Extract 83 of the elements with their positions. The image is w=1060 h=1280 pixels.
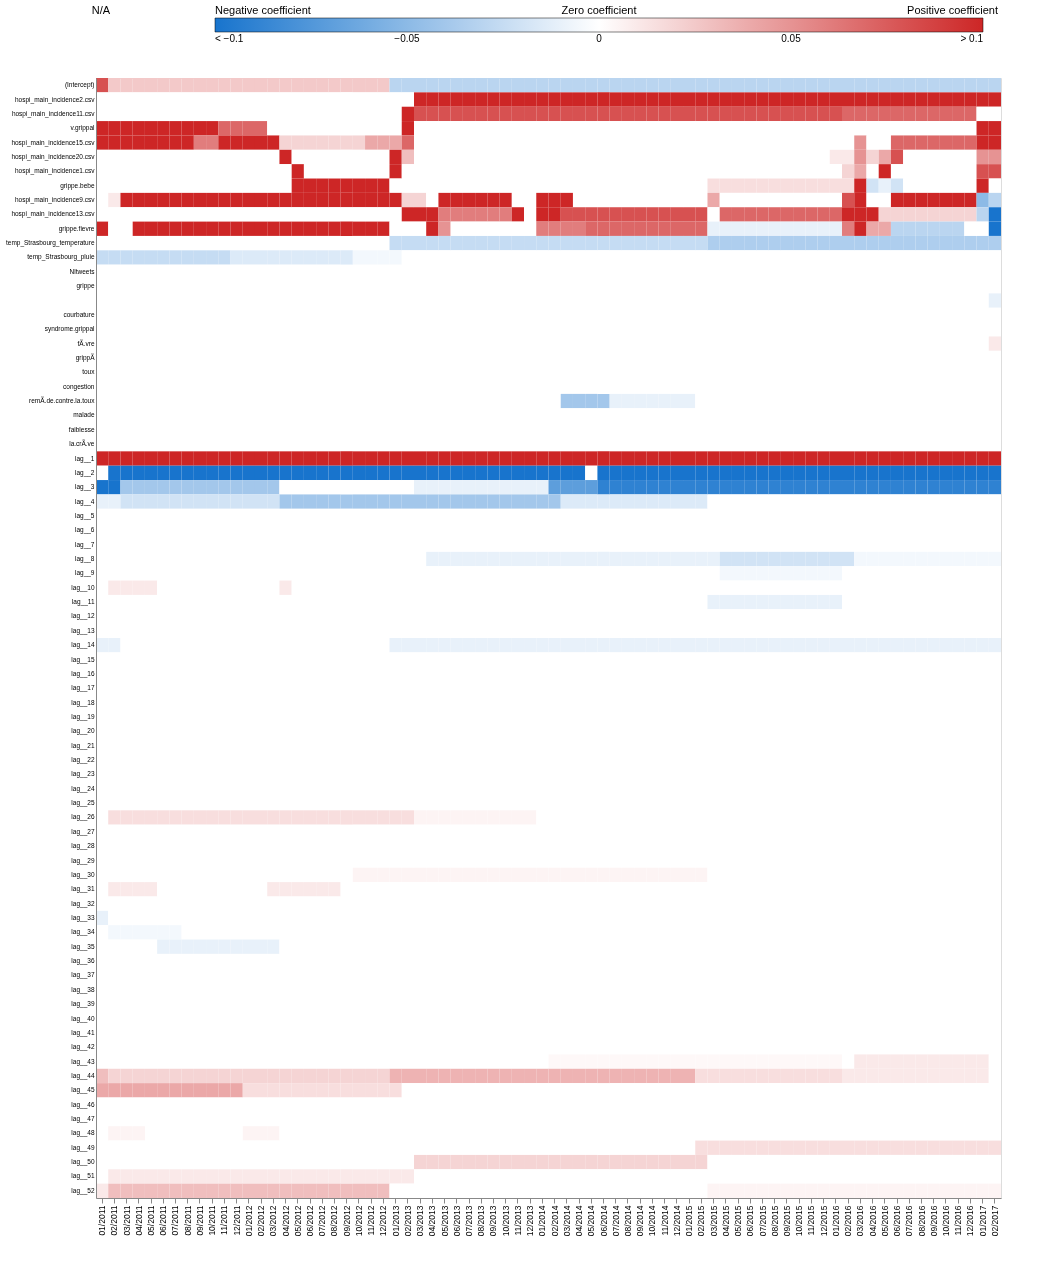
- x-tick-label: 01/2016: [830, 1205, 841, 1237]
- x-tick-label: 10/2015: [794, 1205, 805, 1237]
- x-tick-label: 02/2012: [256, 1205, 267, 1237]
- x-tick-label: 06/2016: [892, 1205, 903, 1237]
- x-tick-label: 10/2011: [207, 1205, 218, 1236]
- text: Zero coefficient: [561, 4, 637, 16]
- x-tick-label: 08/2014: [622, 1205, 633, 1237]
- x-tick-label: 05/2014: [586, 1205, 597, 1237]
- x-tick-label: 04/2016: [867, 1205, 878, 1237]
- x-tick-label: 07/2012: [317, 1205, 328, 1237]
- color-bar-label: > 0.1: [960, 33, 984, 44]
- x-tick-label: 11/2013: [512, 1205, 523, 1236]
- x-tick-label: 12/2011: [231, 1205, 242, 1236]
- x-tick-label: 11/2016: [953, 1205, 964, 1236]
- x-tick-label: 01/2015: [684, 1205, 695, 1237]
- x-tick-label: 08/2012: [329, 1205, 340, 1237]
- x-tick-label: 11/2014: [659, 1205, 670, 1236]
- x-tick-label: 09/2015: [781, 1205, 792, 1237]
- x-tick-label: 02/2017: [989, 1205, 1000, 1237]
- text: Positive coefficient: [907, 4, 998, 16]
- x-tick-label: 03/2011: [121, 1205, 132, 1236]
- x-tick-label: 10/2014: [647, 1205, 658, 1237]
- x-tick-label: 10/2013: [500, 1205, 511, 1237]
- x-tick-label: 06/2014: [598, 1205, 609, 1237]
- x-tick-label: 01/2013: [390, 1205, 401, 1237]
- x-tick-label: 12/2015: [818, 1205, 829, 1237]
- x-tick-label: 07/2014: [610, 1205, 621, 1237]
- x-tick-label: 02/2013: [402, 1205, 413, 1237]
- x-tick-label: 07/2011: [170, 1205, 181, 1236]
- x-tick-label: 03/2012: [268, 1205, 279, 1237]
- x-tick-label: 02/2016: [843, 1205, 854, 1237]
- x-tick-label: 08/2011: [182, 1205, 193, 1236]
- text: Negative coefficient: [215, 4, 311, 16]
- color-bar-label: 0: [596, 33, 603, 44]
- x-tick-label: 08/2013: [476, 1205, 487, 1237]
- x-tick-label: 08/2015: [769, 1205, 780, 1237]
- color-bar-label: 0.05: [781, 33, 802, 44]
- x-tick-label: 12/2016: [965, 1205, 976, 1237]
- color-bar-label: < −0.1: [215, 33, 244, 44]
- x-tick-label: 03/2016: [855, 1205, 866, 1237]
- x-tick-label: 05/2016: [879, 1205, 890, 1237]
- x-tick-label: 11/2011: [219, 1205, 230, 1235]
- text: N/A: [91, 4, 111, 16]
- x-tick-label: 06/2015: [745, 1205, 756, 1237]
- x-tick-label: 04/2014: [574, 1205, 585, 1237]
- x-tick-label: 07/2016: [904, 1205, 915, 1237]
- x-tick-label: 09/2011: [194, 1205, 205, 1236]
- x-tick-label: 11/2012: [366, 1205, 377, 1236]
- x-tick-label: 01/2017: [977, 1205, 988, 1237]
- x-tick-label: 04/2011: [133, 1205, 144, 1236]
- x-tick-label: 09/2016: [928, 1205, 939, 1237]
- x-tick-label: 02/2014: [549, 1205, 560, 1237]
- x-tick-label: 05/2011: [146, 1205, 157, 1236]
- x-tick-label: 08/2016: [916, 1205, 927, 1237]
- x-tick-label: 03/2015: [708, 1205, 719, 1237]
- x-tick-label: 05/2013: [439, 1205, 450, 1237]
- x-tick-label: 06/2013: [451, 1205, 462, 1237]
- x-tick-label: 01/2014: [537, 1205, 548, 1237]
- x-tick-label: 10/2016: [940, 1205, 951, 1237]
- color-bar-label: −0.05: [394, 33, 421, 44]
- x-tick-label: 05/2015: [733, 1205, 744, 1237]
- x-tick-label: 06/2012: [305, 1205, 316, 1237]
- x-tick-label: 05/2012: [292, 1205, 303, 1237]
- x-tick-label: 12/2014: [671, 1205, 682, 1237]
- x-tick-label: 04/2013: [427, 1205, 438, 1237]
- x-tick-label: 01/2011: [97, 1205, 108, 1236]
- x-tick-label: 02/2015: [696, 1205, 707, 1237]
- x-tick-label: 04/2012: [280, 1205, 291, 1237]
- x-tick-label: 06/2011: [158, 1205, 169, 1236]
- x-tick-label: 03/2013: [415, 1205, 426, 1237]
- x-tick-label: 09/2012: [341, 1205, 352, 1237]
- x-tick-label: 01/2012: [243, 1205, 254, 1237]
- x-tick-label: 07/2013: [464, 1205, 475, 1237]
- x-tick-label: 02/2011: [109, 1205, 120, 1236]
- x-tick-label: 12/2013: [525, 1205, 536, 1237]
- x-tick-label: 07/2015: [757, 1205, 768, 1237]
- x-tick-label: 04/2015: [720, 1205, 731, 1237]
- x-tick-label: 10/2012: [353, 1205, 364, 1237]
- x-tick-label: 11/2015: [806, 1205, 817, 1236]
- x-tick-label: 09/2013: [488, 1205, 499, 1237]
- x-tick-label: 12/2012: [378, 1205, 389, 1237]
- x-tick-label: 09/2014: [635, 1205, 646, 1237]
- x-tick-label: 03/2014: [561, 1205, 572, 1237]
